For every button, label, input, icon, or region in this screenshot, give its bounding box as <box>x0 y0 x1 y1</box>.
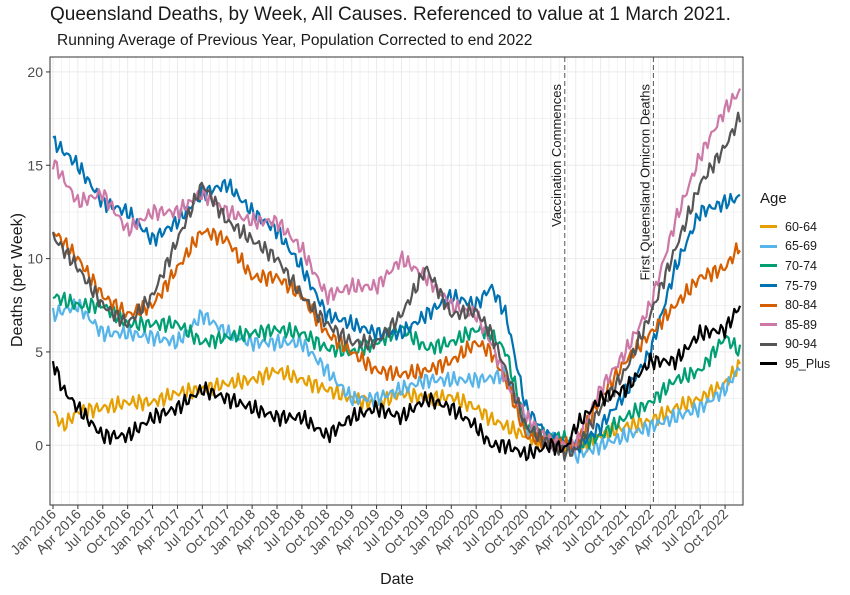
legend-swatch <box>760 362 777 366</box>
legend-title: Age <box>760 190 787 207</box>
legend-item: 75-79 <box>760 276 830 296</box>
series-line-80-84 <box>52 227 741 454</box>
y-tick-label: 20 <box>27 64 43 80</box>
annotation-label: Vaccination Commences <box>549 84 564 227</box>
legend-item: 70-74 <box>760 256 830 276</box>
series-line-65-69 <box>51 298 741 464</box>
series-line-75-79 <box>52 135 741 454</box>
y-axis-title: Deaths (per Week) <box>9 213 26 347</box>
legend-label: 95_Plus <box>785 356 831 371</box>
legend-label: 90-94 <box>785 337 817 352</box>
legend-swatch <box>760 323 777 327</box>
y-tick-label: 15 <box>27 157 43 173</box>
legend-item: 60-64 <box>760 217 830 237</box>
chart-title: Queensland Deaths, by Week, All Causes. … <box>50 4 731 25</box>
legend-item: 90-94 <box>760 335 830 355</box>
legend-swatch <box>760 244 777 248</box>
legend-swatch <box>760 303 777 307</box>
annotation-label: First Queensland Omicron Deaths <box>637 84 652 281</box>
y-tick-label: 0 <box>35 437 43 453</box>
legend-item: 95_Plus <box>760 354 830 374</box>
legend-label: 65-69 <box>785 239 817 254</box>
legend-swatch <box>760 225 777 229</box>
y-tick-label: 10 <box>27 251 43 267</box>
annotation-lines: Vaccination Commences First Queensland Om… <box>549 57 654 505</box>
y-axis: 0 5 10 15 20 <box>27 64 50 453</box>
legend-label: 80-84 <box>785 298 817 313</box>
x-axis-title: Date <box>380 571 414 588</box>
legend-swatch <box>760 264 777 268</box>
series-line-60-64 <box>52 359 741 453</box>
legend-label: 75-79 <box>785 278 817 293</box>
legend-label: 60-64 <box>785 219 817 234</box>
legend-item: 65-69 <box>760 237 830 257</box>
chart-subtitle: Running Average of Previous Year, Popula… <box>57 32 533 49</box>
legend-item: 80-84 <box>760 295 830 315</box>
legend-label: 70-74 <box>785 258 817 273</box>
y-tick-label: 5 <box>35 344 43 360</box>
series-line-70-74 <box>52 291 742 450</box>
plot-border <box>49 56 744 506</box>
legend-swatch <box>760 284 777 288</box>
series-line-85-89 <box>51 88 742 453</box>
legend-item: 85-89 <box>760 315 830 335</box>
series-line-90-94 <box>51 111 742 462</box>
legend-items: 60-64 65-69 70-74 75-79 80-84 85-89 90-94 95_Pl… <box>760 217 830 374</box>
series-lines <box>51 88 742 464</box>
legend: Age 60-64 65-69 70-74 75-79 80-84 85-89 90-94 9… <box>760 190 830 374</box>
legend-label: 85-89 <box>785 317 817 332</box>
series-line-95-plus <box>51 305 742 462</box>
legend-swatch <box>760 342 777 346</box>
